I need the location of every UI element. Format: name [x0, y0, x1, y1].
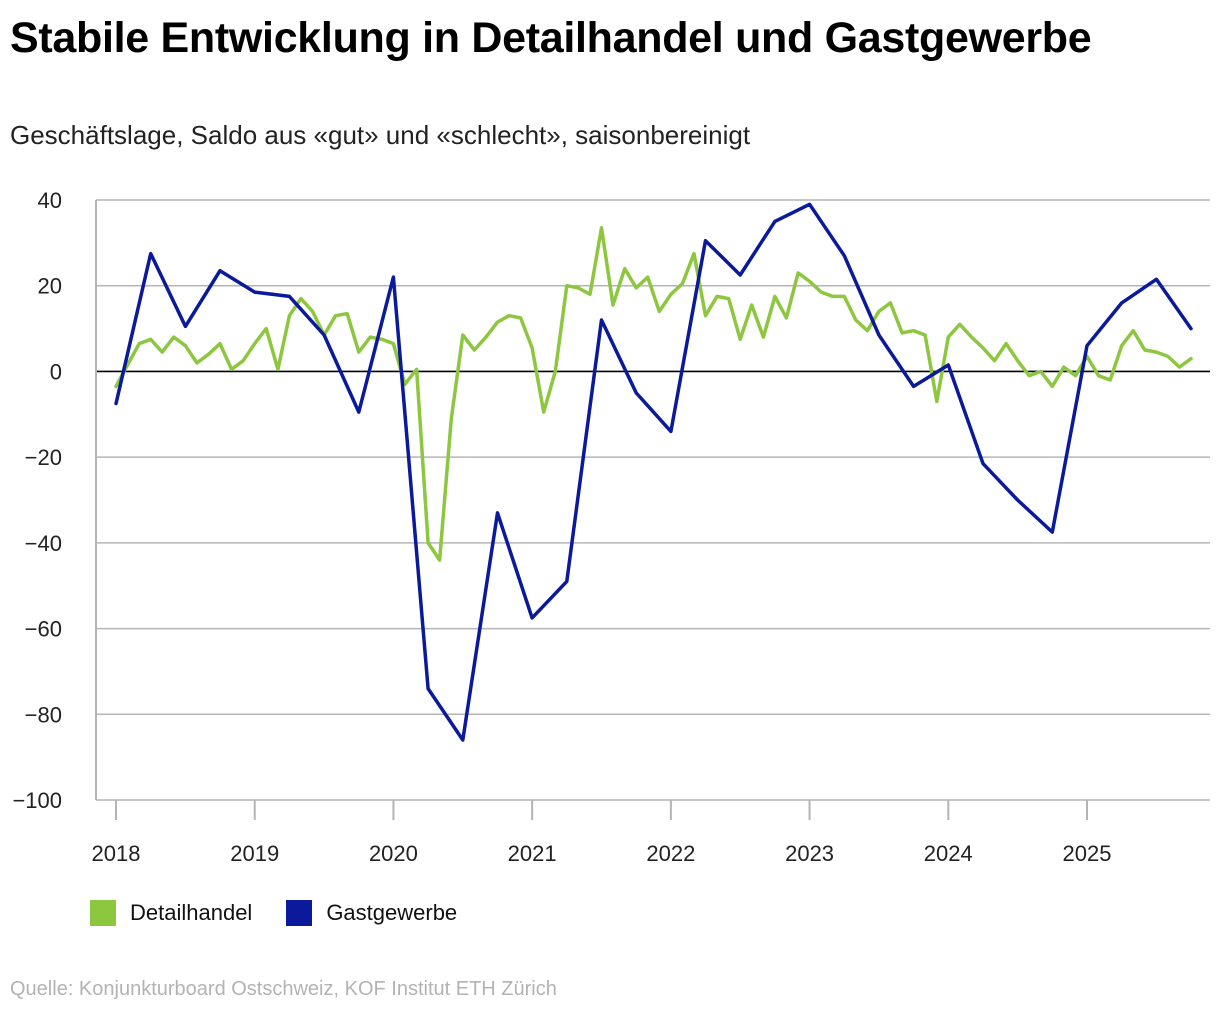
x-tick-label: 2024 [924, 841, 973, 866]
y-tick-label: 0 [50, 359, 62, 384]
legend-item-gastgewerbe: Gastgewerbe [286, 900, 457, 926]
y-tick-label: −80 [25, 702, 62, 727]
legend-swatch-gastgewerbe [286, 900, 313, 926]
x-tick-label: 2023 [785, 841, 834, 866]
series-line-detailhandel [114, 226, 1193, 562]
x-tick-label: 2021 [508, 841, 557, 866]
series-line-gastgewerbe [114, 202, 1193, 742]
line-chart: 40 20 0 −20 −40 −60 −80 −100 2018 2019 2020 2021 202… [12, 188, 1210, 866]
grid-layer [96, 199, 1210, 801]
x-tick-label: 2019 [230, 841, 279, 866]
x-tick-label: 2018 [92, 841, 141, 866]
source-note: Quelle: Konjunkturboard Ostschweiz, KOF … [10, 978, 557, 1000]
axis-layer: 40 20 0 −20 −40 −60 −80 −100 2018 2019 2020 2021 202… [12, 188, 1111, 866]
legend-swatch-detailhandel [90, 900, 116, 926]
chart-title: Stabile Entwicklung in Detailhandel und … [10, 14, 1092, 62]
y-tick-label: −60 [25, 617, 62, 642]
y-tick-label: 40 [38, 188, 62, 213]
y-tick-label: −100 [12, 788, 62, 813]
y-tick-label: −40 [25, 531, 62, 556]
x-tick-label: 2020 [369, 841, 418, 866]
y-tick-label: 20 [38, 274, 62, 299]
series-layer [114, 202, 1193, 742]
legend-label-detailhandel: Detailhandel [130, 900, 253, 925]
legend-label-gastgewerbe: Gastgewerbe [326, 900, 458, 925]
legend-item-detailhandel: Detailhandel [90, 900, 252, 926]
x-tick-label: 2022 [646, 841, 695, 866]
y-tick-label: −20 [25, 445, 62, 470]
legend: Detailhandel Gastgewerbe [90, 900, 491, 926]
x-tick-label: 2025 [1063, 841, 1112, 866]
chart-subtitle: Geschäftslage, Saldo aus «gut» und «schl… [10, 120, 751, 150]
